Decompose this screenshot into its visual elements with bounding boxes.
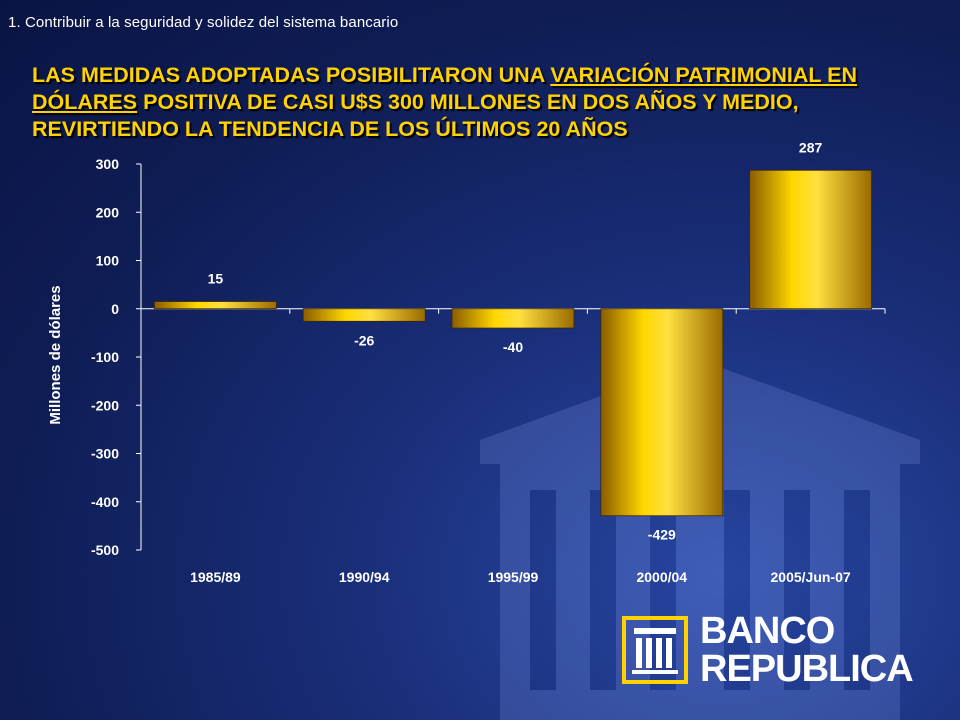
bank-building-icon (622, 616, 688, 684)
logo-line-1: BANCO (700, 610, 835, 652)
y-tick-label: 200 (96, 204, 120, 220)
y-tick-label: -100 (91, 349, 119, 365)
data-label: -40 (503, 339, 523, 355)
y-tick-label: 100 (96, 253, 120, 269)
x-tick-label: 1985/89 (190, 569, 241, 585)
y-tick-label: -500 (91, 542, 119, 558)
y-tick-label: -300 (91, 446, 119, 462)
bar-1985/89 (153, 301, 277, 310)
bar-2000/04 (600, 308, 724, 517)
x-tick-label: 1990/94 (339, 569, 390, 585)
data-label: 287 (799, 139, 823, 155)
y-tick-label: -400 (91, 494, 119, 510)
data-label: -429 (648, 527, 676, 543)
bar-1995/99 (451, 308, 575, 329)
banco-republica-logo: BANCO REPUBLICA (622, 612, 932, 688)
y-axis-label: Millones de dólares (47, 285, 64, 424)
logo-line-2: REPUBLICA (700, 648, 914, 690)
headline-part-1: LAS MEDIDAS ADOPTADAS POSIBILITARON UNA (32, 63, 551, 87)
headline-part-3: POSITIVA DE CASI U$S 300 MILLONES EN DOS… (32, 90, 799, 141)
data-label: 15 (208, 271, 224, 287)
y-tick-label: -200 (91, 397, 119, 413)
x-tick-label: 2005/Jun-07 (771, 569, 851, 585)
headline-part-underlined: VARIACIÓN PATRIMONIAL EN DÓLARES (32, 63, 857, 114)
data-label: -26 (354, 332, 374, 348)
headline: LAS MEDIDAS ADOPTADAS POSIBILITARON UNA … (32, 62, 932, 143)
y-tick-label: 300 (96, 156, 120, 172)
bar-2005/Jun-07 (749, 169, 873, 310)
x-tick-label: 1995/99 (488, 569, 539, 585)
x-tick-label: 2000/04 (636, 569, 687, 585)
logo-text: BANCO REPUBLICA (700, 610, 914, 690)
y-tick-label: 0 (111, 301, 119, 317)
section-label: 1. Contribuir a la seguridad y solidez d… (8, 14, 399, 31)
bar-1990/94 (302, 308, 426, 322)
